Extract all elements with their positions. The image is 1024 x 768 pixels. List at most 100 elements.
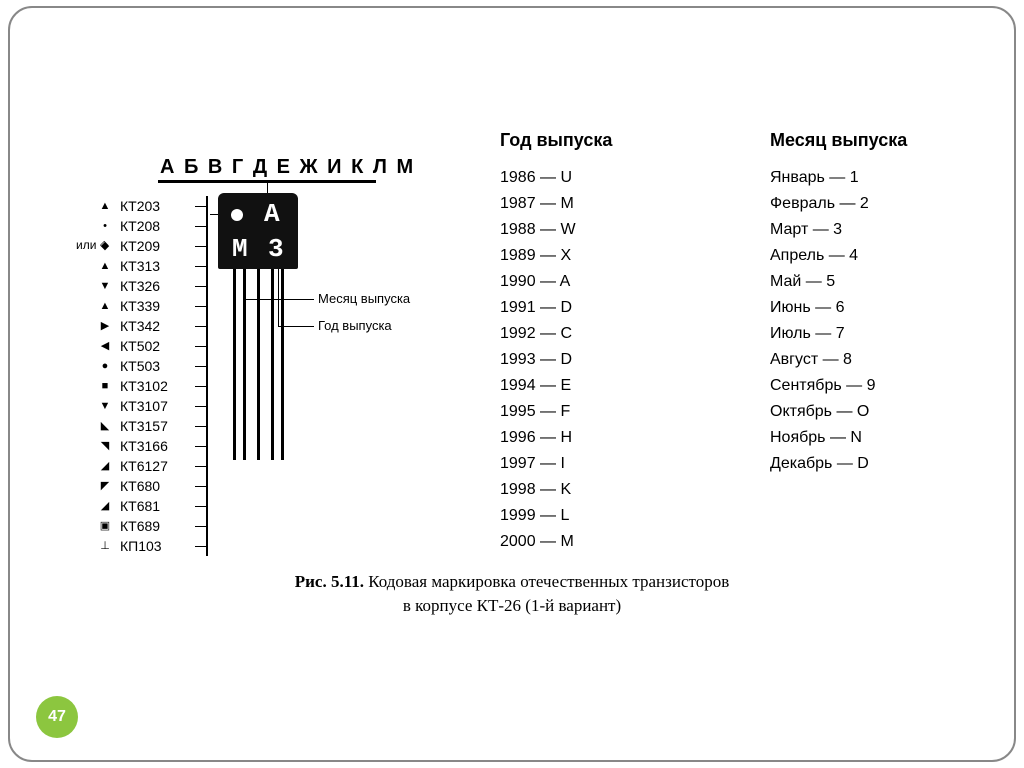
type-label: КТ6127: [120, 456, 168, 476]
type-mark-icon: ◥: [98, 436, 112, 456]
letter-codes: А Б В Г Д Е Ж И К Л М: [160, 156, 415, 179]
year-row: 1990 — A: [500, 269, 576, 295]
type-label: КТ502: [120, 336, 160, 356]
month-row: Февраль — 2: [770, 191, 875, 217]
transistor-top-letter: А: [264, 199, 280, 229]
type-connector: [195, 346, 206, 347]
type-connector: [195, 226, 206, 227]
month-row: Март — 3: [770, 217, 875, 243]
type-row: ▼ КТ3107: [98, 396, 168, 416]
transistor-type-list: ▲КТ203•КТ208◆КТ209▲КТ313▼КТ326▲КТ339▶КТ3…: [98, 196, 168, 556]
year-row: 1996 — H: [500, 425, 576, 451]
transistor-body: [218, 193, 298, 269]
type-mark-icon: ◢: [98, 496, 112, 516]
year-row: 1994 — E: [500, 373, 576, 399]
type-label: КТ208: [120, 216, 160, 236]
type-connector: [195, 246, 206, 247]
type-row: ●КТ503: [98, 356, 168, 376]
year-row: 1991 — D: [500, 295, 576, 321]
month-callout-v: [244, 269, 245, 299]
type-label: КП103: [120, 536, 162, 556]
type-mark-icon: ▣: [98, 516, 112, 536]
month-callout-h: [244, 299, 314, 300]
dot-pointer-v: [210, 214, 218, 215]
month-row: Декабрь — D: [770, 451, 875, 477]
type-label: КТ342: [120, 316, 160, 336]
type-mark-icon: •: [98, 216, 112, 236]
type-row: ⊥ КП103: [98, 536, 168, 556]
type-label: КТ3157: [120, 416, 168, 436]
month-row: Сентябрь — 9: [770, 373, 875, 399]
type-mark-icon: ▲: [98, 256, 112, 276]
type-mark-icon: ■: [98, 376, 112, 396]
year-row: 1995 — F: [500, 399, 576, 425]
month-callout-label: Месяц выпуска: [318, 291, 410, 306]
type-connector: [195, 506, 206, 507]
year-row: 1986 — U: [500, 165, 576, 191]
year-row: 1988 — W: [500, 217, 576, 243]
page-number-badge: 47: [36, 696, 78, 738]
type-row: • КТ208: [98, 216, 168, 236]
type-label: КТ313: [120, 256, 160, 276]
type-row: ◆КТ209: [98, 236, 168, 256]
month-row: Апрель — 4: [770, 243, 875, 269]
ili-text: или: [76, 238, 96, 252]
type-mark-icon: ▼: [98, 396, 112, 416]
transistor-lead: [233, 269, 236, 460]
type-connector: [195, 446, 206, 447]
year-callout-v: [278, 269, 279, 326]
type-label: КТ680: [120, 476, 160, 496]
type-mark-icon: ●: [98, 356, 112, 376]
type-label: КТ689: [120, 516, 160, 536]
transistor-month-letter: М: [232, 234, 248, 264]
type-row: ▼КТ326: [98, 276, 168, 296]
caption-text-1: Кодовая маркировка отечественных транзис…: [368, 572, 729, 591]
type-connector: [195, 266, 206, 267]
type-row: ◀ КТ502: [98, 336, 168, 356]
type-row: ◤ КТ680: [98, 476, 168, 496]
type-label: КТ339: [120, 296, 160, 316]
type-mark-icon: ◤: [98, 476, 112, 496]
type-connector: [195, 206, 206, 207]
type-label: КТ3102: [120, 376, 168, 396]
type-row: ▶ КТ342: [98, 316, 168, 336]
year-row: 1992 — C: [500, 321, 576, 347]
month-row: Август — 8: [770, 347, 875, 373]
type-row: ◣КТ3157: [98, 416, 168, 436]
type-label: КТ3107: [120, 396, 168, 416]
type-mark-icon: ▶: [98, 316, 112, 336]
year-heading: Год выпуска: [500, 130, 612, 151]
year-row: 1997 — I: [500, 451, 576, 477]
type-connector: [195, 366, 206, 367]
month-row: Июль — 7: [770, 321, 875, 347]
type-row: ◢ КТ6127: [98, 456, 168, 476]
page-number: 47: [48, 708, 66, 726]
month-row: Май — 5: [770, 269, 875, 295]
transistor-dot-mark: [231, 209, 243, 221]
month-heading: Месяц выпуска: [770, 130, 907, 151]
year-row: 1987 — M: [500, 191, 576, 217]
transistor-lead: [257, 269, 260, 460]
year-row: 2000 — M: [500, 529, 576, 555]
type-row: ▲ КТ313: [98, 256, 168, 276]
type-label: КТ203: [120, 196, 160, 216]
year-row: 1999 — L: [500, 503, 576, 529]
type-row: ◥КТ3166: [98, 436, 168, 456]
month-list: Январь — 1Февраль — 2Март — 3Апрель — 4М…: [770, 165, 875, 477]
type-mark-icon: ◢: [98, 456, 112, 476]
year-list: 1986 — U1987 — M1988 — W1989 — X1990 — A…: [500, 165, 576, 555]
type-row: ▲КТ203: [98, 196, 168, 216]
type-mark-icon: ▲: [98, 296, 112, 316]
type-mark-icon: ◀: [98, 336, 112, 356]
type-mark-icon: ▼: [98, 276, 112, 296]
type-row: ▣ КТ689: [98, 516, 168, 536]
month-row: Июнь — 6: [770, 295, 875, 321]
figure-caption-actual: Рис. 5.11. Кодовая маркировка отечествен…: [0, 570, 1024, 618]
type-row: ■ КТ3102: [98, 376, 168, 396]
transistor-lead: [271, 269, 274, 460]
diamond-outline-icon: ◇: [100, 238, 108, 251]
type-mark-icon: ⊥: [98, 536, 112, 556]
type-connector: [195, 386, 206, 387]
type-connector: [195, 286, 206, 287]
letters-pointer: [267, 183, 268, 193]
